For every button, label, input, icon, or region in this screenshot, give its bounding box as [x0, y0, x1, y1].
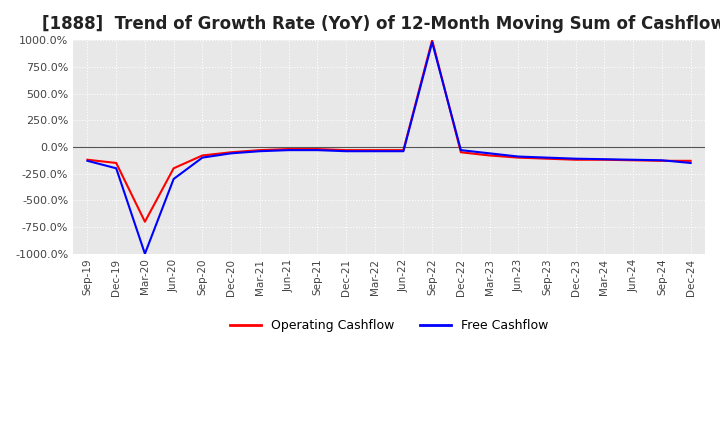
Legend: Operating Cashflow, Free Cashflow: Operating Cashflow, Free Cashflow	[225, 314, 553, 337]
Title: [1888]  Trend of Growth Rate (YoY) of 12-Month Moving Sum of Cashflows: [1888] Trend of Growth Rate (YoY) of 12-…	[42, 15, 720, 33]
